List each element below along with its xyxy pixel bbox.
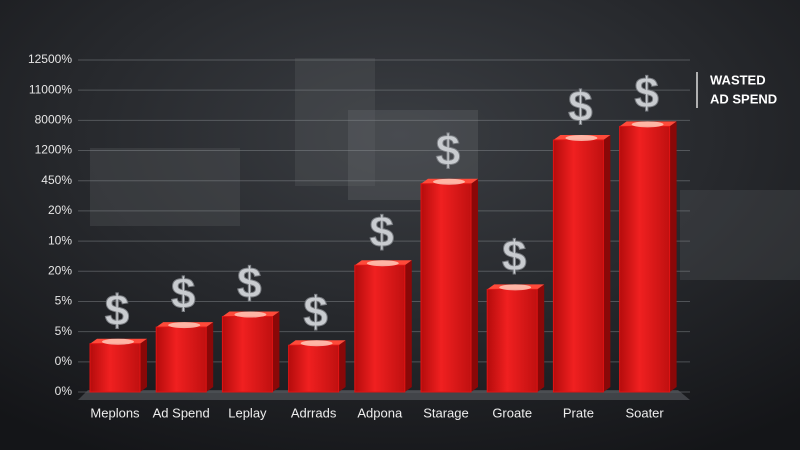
bar-side bbox=[603, 134, 611, 392]
y-tick-label: 5% bbox=[55, 324, 73, 338]
x-tick-label: Groate bbox=[492, 405, 532, 420]
bar bbox=[89, 343, 141, 393]
dollar-icon: $ bbox=[370, 208, 394, 257]
bar bbox=[155, 326, 207, 393]
bar-side bbox=[404, 260, 412, 392]
bar-glow bbox=[366, 260, 399, 267]
dollar-icon: $ bbox=[237, 259, 261, 308]
y-tick-label: 20% bbox=[48, 203, 72, 217]
dollar-icon: $ bbox=[171, 270, 195, 319]
x-tick-label: Soater bbox=[625, 405, 664, 420]
x-tick-label: Ad Spend bbox=[153, 405, 210, 420]
floor bbox=[78, 390, 690, 400]
backdrop-panel bbox=[295, 58, 375, 186]
y-tick-label: 20% bbox=[48, 263, 72, 277]
bar bbox=[354, 264, 406, 393]
bar-side bbox=[471, 178, 478, 392]
bar-glow bbox=[631, 121, 664, 128]
y-tick-label: 450% bbox=[41, 173, 72, 187]
dollar-icon: $ bbox=[436, 126, 460, 175]
y-tick-label: 0% bbox=[55, 384, 73, 398]
x-tick-label: Prate bbox=[563, 405, 594, 420]
y-tick-label: 12500% bbox=[28, 52, 72, 66]
dollar-icon: $ bbox=[568, 83, 592, 132]
bar-glow bbox=[300, 340, 333, 347]
y-tick-label: 8000% bbox=[35, 113, 73, 127]
bar-side bbox=[206, 322, 214, 392]
dollar-icon: $ bbox=[502, 232, 526, 281]
bar-side bbox=[272, 311, 280, 392]
dollar-icon: $ bbox=[105, 286, 129, 335]
dollar-icon: $ bbox=[303, 288, 327, 337]
bar bbox=[552, 139, 604, 393]
bar-glow bbox=[499, 284, 532, 291]
backdrop-panel bbox=[90, 148, 240, 226]
x-tick-label: Adpona bbox=[357, 405, 403, 420]
bar-glow bbox=[565, 134, 598, 141]
bar bbox=[221, 316, 273, 393]
x-tick-label: Leplay bbox=[228, 405, 267, 420]
annotation: AD SPEND bbox=[710, 91, 777, 106]
backdrop-panel bbox=[680, 190, 800, 280]
bar-side bbox=[537, 284, 545, 392]
bar bbox=[288, 344, 340, 393]
y-tick-label: 10% bbox=[48, 233, 72, 247]
bar-glow bbox=[234, 311, 267, 318]
x-tick-label: Adrrads bbox=[291, 405, 337, 420]
bar-glow bbox=[102, 338, 134, 345]
annotation: WASTED bbox=[710, 72, 766, 87]
dollar-icon: $ bbox=[634, 69, 658, 118]
y-tick-label: 0% bbox=[55, 354, 73, 368]
bar bbox=[486, 288, 538, 393]
x-tick-label: Meplons bbox=[90, 405, 140, 420]
bar-glow bbox=[433, 178, 465, 185]
x-tick-label: Starage bbox=[423, 405, 469, 420]
bar-side bbox=[140, 338, 147, 392]
y-tick-label: 11000% bbox=[29, 82, 72, 96]
bar bbox=[619, 125, 671, 393]
y-tick-label: 1200% bbox=[35, 143, 73, 157]
bar-glow bbox=[168, 322, 201, 329]
bar-side bbox=[338, 340, 346, 392]
bar bbox=[420, 183, 472, 393]
bar-side bbox=[669, 121, 677, 393]
y-tick-label: 5% bbox=[55, 294, 73, 308]
